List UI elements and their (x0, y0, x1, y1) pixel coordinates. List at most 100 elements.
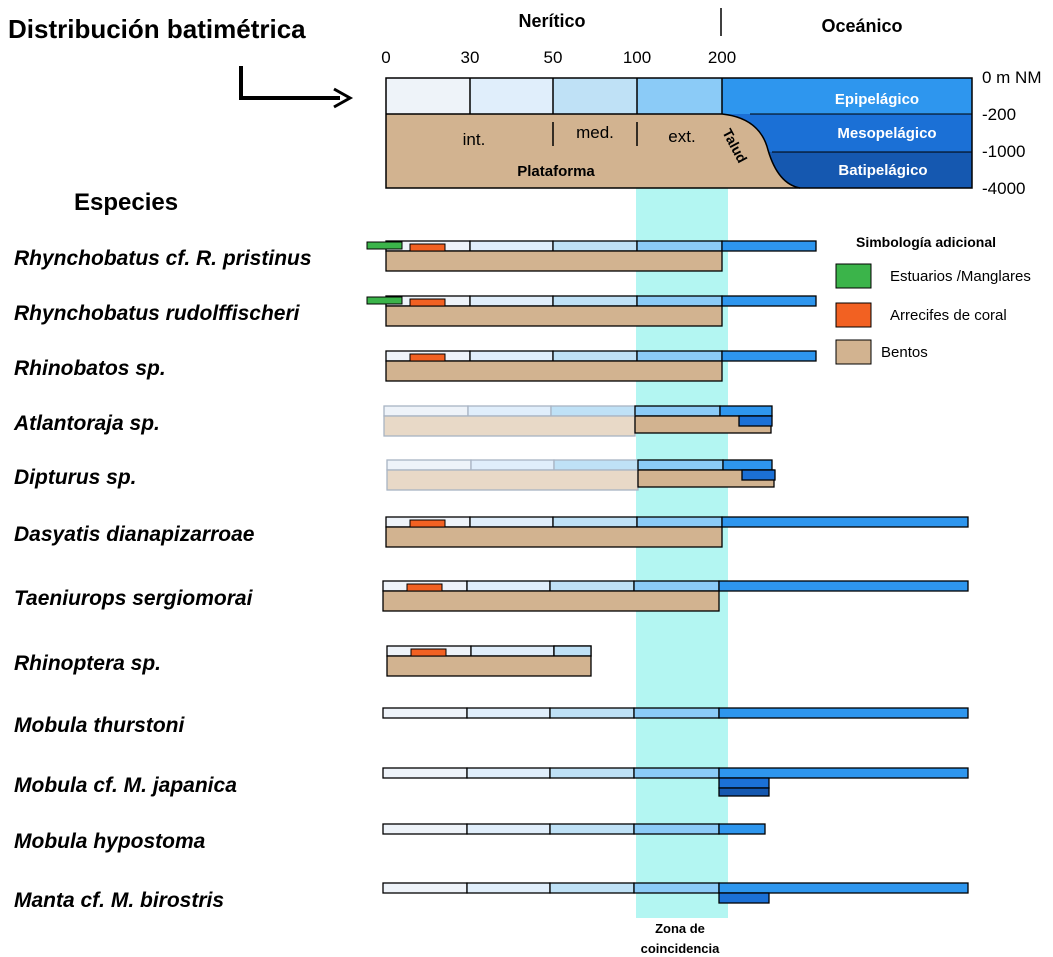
epipelagic-bar (718, 707, 969, 719)
depth-segment (469, 516, 554, 528)
depth-segment (636, 240, 723, 252)
species-name: Mobula cf. M. japanica (14, 774, 237, 797)
depth-segment (469, 240, 554, 252)
coral-marker (410, 648, 447, 657)
depth-scale-label: -4000 (982, 179, 1025, 198)
epipelagic-bar (722, 459, 773, 471)
depth-segment (470, 645, 555, 657)
legend-swatch (835, 263, 872, 289)
benthos-bar (385, 250, 723, 272)
depth-segment (469, 350, 554, 362)
depth-segment (636, 295, 723, 307)
species-header: Especies (74, 189, 178, 216)
epipelagic-bar (718, 580, 969, 592)
coral-marker (409, 353, 446, 362)
depth-segment (467, 405, 552, 417)
depth-segment (552, 516, 638, 528)
depth-segment (549, 707, 635, 719)
depth-scale-label: -1000 (982, 142, 1025, 161)
species-row: Rhinoptera sp. (14, 645, 592, 677)
depth-segment (469, 295, 554, 307)
depth-segment (552, 295, 638, 307)
species-row: Taeniurops sergiomorai (14, 580, 969, 612)
species-row: Mobula thurstoni (14, 707, 969, 737)
epipelagic-bar (718, 767, 969, 779)
depth-tick-label: 200 (708, 48, 736, 67)
mesopelagic-label: Mesopelágico (837, 125, 936, 142)
legend-label: Arrecifes de coral (890, 307, 1007, 324)
species-name: Mobula hypostoma (14, 830, 206, 853)
species-name: Rhynchobatus cf. R. pristinus (14, 247, 312, 270)
species-row: Rhynchobatus rudolffischeri (14, 295, 817, 327)
species-row: Rhinobatos sp. (14, 350, 817, 382)
depth-segment (549, 767, 635, 779)
coral-marker (409, 298, 446, 307)
species-row: Mobula hypostoma (14, 823, 766, 853)
coincidence-label-2: coincidencia (641, 941, 721, 956)
species-name: Atlantoraja sp. (13, 412, 160, 435)
depth-segment (636, 350, 723, 362)
epipelagic-bar (718, 882, 969, 894)
benthos-bar (382, 590, 720, 612)
depth-segment (553, 459, 639, 471)
species-name: Dasyatis dianapizarroae (14, 523, 255, 546)
depth-segment (470, 459, 555, 471)
species-name: Dipturus sp. (14, 466, 137, 489)
benthos-bar (385, 305, 723, 327)
estuary-marker (366, 296, 403, 305)
depth-segment (549, 823, 635, 835)
bathypelagic-bar (718, 787, 770, 797)
oceanic-label: Oceánico (821, 16, 902, 36)
epipelagic-label: Epipelágico (835, 91, 919, 108)
depth-segment (466, 580, 551, 592)
mesopelagic-bar (738, 415, 773, 427)
depth-segment (466, 823, 551, 835)
depth-segment (549, 580, 635, 592)
depth-ticks: 0 30 50 100 200 (381, 48, 736, 67)
depth-segment (633, 580, 720, 592)
epipelagic-bar (721, 516, 969, 528)
species-name: Rhinoptera sp. (14, 652, 161, 675)
benthos-bar-faded (386, 469, 639, 491)
depth-scale-label: 0 m NM (982, 68, 1042, 87)
depth-segment (466, 707, 551, 719)
benthos-bar (385, 360, 723, 382)
depth-scale: 0 m NM -200 -1000 -4000 (982, 68, 1042, 198)
legend-label: Estuarios /Manglares (890, 268, 1031, 285)
depth-segment (382, 767, 468, 779)
shelf-inner-label: int. (463, 130, 486, 149)
legend-swatch (835, 302, 872, 328)
legend: Simbología adicional Estuarios /Manglare… (835, 234, 1031, 365)
depth-segment (553, 645, 592, 657)
depth-segment (550, 405, 636, 417)
shelf-label: Plataforma (517, 163, 595, 180)
species-name: Taeniurops sergiomorai (14, 587, 254, 610)
species-row: Mobula cf. M. japanica (14, 767, 969, 797)
legend-title: Simbología adicional (856, 234, 996, 250)
depth-tick-label: 50 (544, 48, 563, 67)
coral-marker (409, 519, 446, 528)
depth-segment (549, 882, 635, 894)
epipelagic-bar (721, 295, 817, 307)
depth-segment (382, 882, 468, 894)
profile (385, 77, 973, 189)
arrow-icon (239, 66, 354, 109)
depth-segment (633, 707, 720, 719)
coincidence-label-1: Zona de (655, 921, 705, 936)
epipelagic-bar (718, 823, 766, 835)
depth-segment (552, 240, 638, 252)
benthos-bar-faded (383, 415, 636, 437)
depth-segment (552, 350, 638, 362)
depth-segment (382, 707, 468, 719)
depth-scale-label: -200 (982, 105, 1016, 124)
depth-segment (383, 405, 469, 417)
legend-swatch (835, 339, 872, 365)
depth-segment (386, 459, 472, 471)
depth-tick-label: 100 (623, 48, 651, 67)
legend-label: Bentos (881, 344, 928, 361)
depth-segment (466, 767, 551, 779)
mesopelagic-bar (718, 777, 770, 789)
neritic-label: Nerítico (518, 11, 585, 31)
depth-segment (382, 823, 468, 835)
